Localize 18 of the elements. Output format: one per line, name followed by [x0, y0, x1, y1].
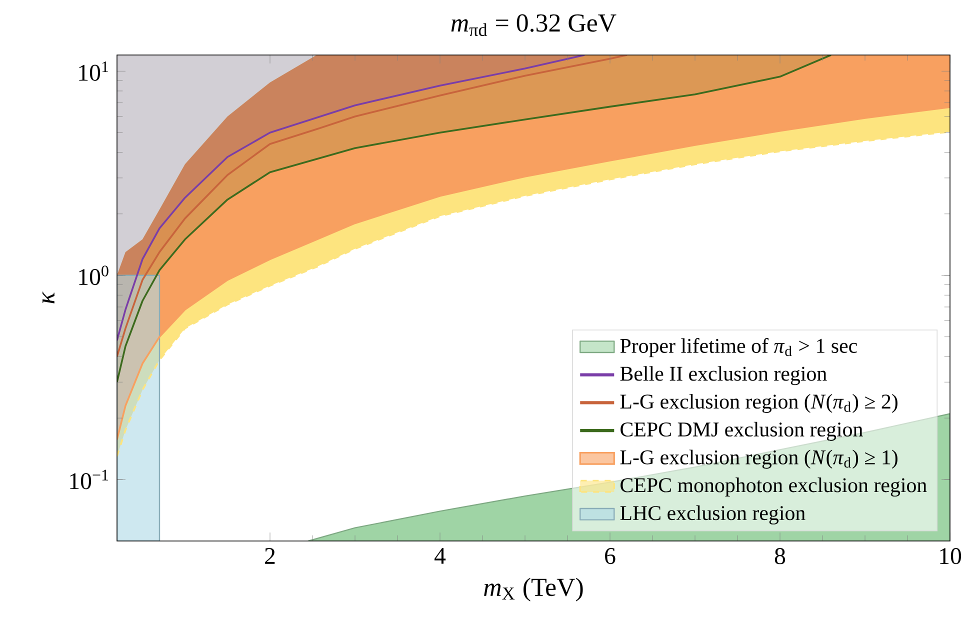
legend-label: L-G exclusion region (N(π$_{d}$) ≥ 2) [620, 394, 898, 413]
y-axis-title: κ [42, 292, 54, 304]
y-tick-label: 10$^{1}$ [79, 61, 108, 81]
legend-label: CEPC DMJ exclusion region [620, 422, 863, 441]
x-tick-label: 10 [940, 548, 962, 564]
legend-label: CEPC monophoton exclusion region [620, 478, 927, 497]
x-tick-label: 8 [774, 548, 786, 564]
chart-title: m$_{πd}$ = 0.32 GeV [451, 14, 616, 36]
y-tick-label: 10$^{0}$ [79, 266, 108, 286]
x-tick-label: 6 [605, 548, 616, 564]
x-tick-label: 4 [434, 548, 446, 564]
y-tick-label: 10$^{−1}$ [70, 470, 108, 490]
legend-label: Belle II exclusion region [620, 366, 827, 386]
x-tick-label: 2 [265, 548, 275, 564]
legend-label: L-G exclusion region (N(π$_{d}$) ≥ 1) [620, 450, 898, 469]
x-axis-title: m$_{X}$ (TeV) [484, 578, 583, 602]
legend-label: Proper lifetime of π$_{d}$ > 1 sec [620, 338, 857, 358]
legend-label: LHC exclusion region [620, 505, 806, 524]
